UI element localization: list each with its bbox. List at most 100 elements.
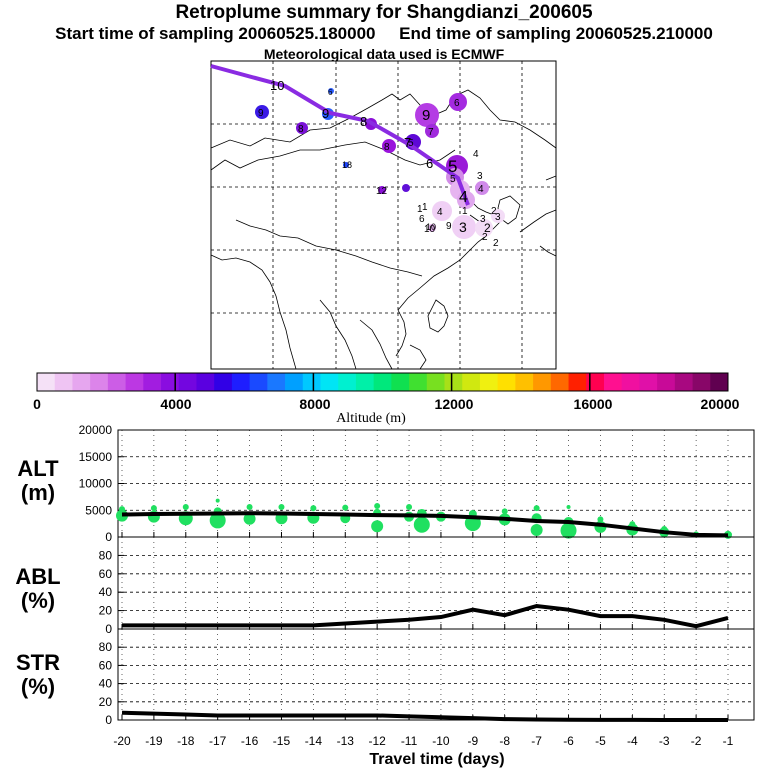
colorbar-swatch: [302, 373, 321, 391]
alt-mean-line: [121, 511, 729, 538]
x-tick-label: -7: [531, 734, 542, 748]
abl-ylabel-unit: (%): [21, 588, 55, 613]
trajectory-label: 8: [360, 114, 367, 129]
colorbar-swatch: [479, 373, 499, 391]
cluster-label: 4: [478, 184, 484, 195]
altitude-cluster-point: [310, 505, 317, 512]
colorbar-swatch: [586, 373, 605, 391]
y-tick-label: 15000: [79, 450, 113, 464]
cluster-marker: [491, 209, 505, 223]
colorbar-swatch: [320, 373, 339, 391]
x-tick-label: -18: [177, 734, 195, 748]
trajectory-day-labels: 10 9 8 7 6 5 4 3 2 1: [270, 78, 491, 235]
trajectory-label: 9: [322, 106, 329, 121]
trajectory-label: 1: [462, 206, 468, 217]
altitude-cluster-point: [150, 505, 157, 512]
trajectory-label: 10: [270, 78, 284, 93]
altitude-cluster-point: [374, 502, 381, 509]
trajectory-label: 7: [404, 135, 411, 150]
colorbar-swatch: [355, 373, 375, 391]
cluster-label: 8: [298, 124, 304, 135]
cluster-label: 10: [424, 224, 436, 235]
alt-ylabel: ALT: [17, 456, 59, 481]
cluster-label: 4: [473, 149, 479, 160]
sampling-times: Start time of sampling 20060525.180000 E…: [55, 24, 713, 43]
abl-panel: 0 20 40 60 80: [99, 536, 755, 636]
colorbar-swatch: [196, 373, 215, 391]
altitude-cluster-point: [182, 504, 189, 511]
altitude-cluster-point: [533, 505, 540, 512]
y-tick-label: 20: [99, 695, 113, 709]
colorbar-swatch: [444, 373, 463, 391]
colorbar-swatch: [639, 373, 658, 391]
colorbar-swatch: [710, 373, 729, 391]
cluster-marker: [255, 105, 269, 119]
x-tick-label: -13: [337, 734, 355, 748]
x-axis-label: Travel time (days): [369, 751, 504, 768]
cluster-label: 6: [454, 98, 460, 109]
cluster-label: 12: [376, 186, 388, 197]
cluster-label: 3: [477, 171, 483, 182]
altitude-cluster-point: [406, 504, 413, 511]
trajectory-label: 2: [484, 221, 491, 235]
trajectory-map: 10 9 8 7 6 5 4 3 2 1 9 9 8 8 7 6 6 5 4 4…: [210, 60, 557, 370]
y-tick-label: 80: [99, 548, 113, 562]
colorbar-swatch: [515, 373, 534, 391]
colorbar-swatch: [391, 373, 410, 391]
cluster-label: 10: [426, 222, 436, 232]
x-tick-label: -3: [659, 734, 670, 748]
cluster-label: 9: [258, 108, 264, 119]
colorbar-swatch: [409, 373, 428, 391]
str-mean-line: [121, 710, 728, 722]
colorbar-swatch: [178, 373, 197, 391]
x-tick-label: -12: [368, 734, 386, 748]
altitude-cluster-point: [371, 520, 384, 533]
x-tick-label: -17: [209, 734, 227, 748]
alt-ylabel-unit: (m): [21, 480, 55, 505]
altitude-cluster-point: [560, 522, 577, 539]
x-tick-label: -16: [241, 734, 259, 748]
colorbar-swatch: [373, 373, 392, 391]
colorbar-swatch: [125, 373, 144, 391]
colorbar-swatch: [231, 373, 251, 391]
abl-mean-line: [122, 603, 729, 629]
mean-trajectory-line: [210, 64, 470, 206]
altitude-cluster-point: [119, 506, 125, 513]
cluster-marker: [378, 186, 386, 194]
x-tick-label: -11: [401, 734, 418, 748]
cluster-label: 5: [450, 174, 456, 185]
str-ylabel: STR: [16, 650, 60, 675]
cluster-label: 2: [493, 238, 499, 249]
x-tick-label: -9: [468, 734, 479, 748]
trajectory-label: 4: [459, 189, 468, 206]
colorbar-tick-label: 0: [33, 396, 41, 412]
x-tick-label: -19: [145, 734, 163, 748]
trajectory-label: 5: [448, 157, 457, 176]
altitude-cluster-point: [501, 508, 508, 515]
str-panel-frame: [117, 628, 755, 721]
y-tick-label: 0: [105, 713, 112, 727]
cluster-marker: [402, 184, 410, 192]
colorbar-swatch: [426, 373, 445, 391]
colorbar-tick-label: 20000: [701, 396, 740, 412]
colorbar-swatch: [568, 373, 587, 391]
altitude-cluster-point: [597, 516, 604, 523]
colorbar-frame: [36, 372, 729, 392]
cluster-label: 3: [480, 214, 486, 225]
cluster-marker: [475, 181, 489, 195]
colorbar-swatch: [338, 373, 357, 391]
y-tick-label: 40: [99, 585, 113, 599]
colorbar-swatch: [533, 373, 552, 391]
y-tick-label: 20: [99, 604, 113, 618]
altitude-cluster-point: [413, 516, 430, 533]
colorbar-swatch: [285, 373, 304, 391]
x-tick-label: -2: [691, 734, 702, 748]
colorbar-swatch: [657, 373, 676, 391]
altitude-cluster-point: [278, 504, 285, 511]
x-tick-label: -6: [563, 734, 574, 748]
y-tick-label: 60: [99, 567, 113, 581]
cluster-marker: [428, 224, 436, 232]
time-series-panels: 0 5000 10000 15000 20000 0 20 40 60 80 0 20 40 60 80 -2…: [79, 423, 755, 748]
y-tick-label: 80: [99, 640, 113, 654]
